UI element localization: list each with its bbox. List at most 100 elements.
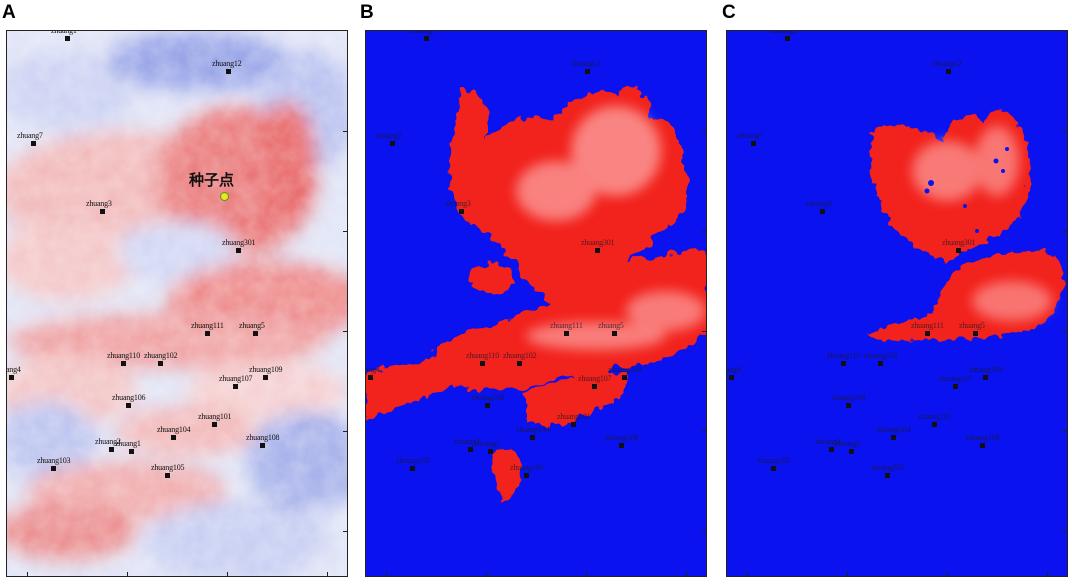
well-marker-icon	[480, 361, 485, 366]
well-label: zhuang102	[503, 351, 537, 360]
well-marker-icon	[592, 384, 597, 389]
extraction-result-b-image	[366, 31, 706, 576]
well-label: zhuang102	[144, 351, 178, 360]
well-label: zhuang111	[911, 321, 944, 330]
well-marker-icon	[129, 449, 134, 454]
well-marker-icon	[619, 443, 624, 448]
well-label: zhuang101	[198, 412, 232, 421]
well-marker-icon	[846, 403, 851, 408]
well-marker-icon	[165, 473, 170, 478]
well-marker-icon	[488, 449, 493, 454]
well-marker-icon	[885, 473, 890, 478]
well-label: zhuang110	[107, 351, 141, 360]
well-label: zhuang3	[806, 199, 832, 208]
well-label: zhuang1	[835, 439, 861, 448]
extraction-result-c-image	[727, 31, 1067, 576]
well-marker-icon	[158, 361, 163, 366]
well-label: zhuang103	[757, 456, 791, 465]
well-marker-icon	[829, 447, 834, 452]
well-marker-icon	[849, 449, 854, 454]
well-marker-icon	[980, 443, 985, 448]
well-marker-icon	[9, 375, 14, 380]
well-label: zhuang107	[939, 374, 973, 383]
well-label: zhuang110	[466, 351, 500, 360]
well-label: zhuang111	[550, 321, 583, 330]
well-label: zhuang3	[86, 199, 112, 208]
well-label: zhuang106	[112, 393, 146, 402]
well-label: zhuang12	[212, 59, 242, 68]
well-marker-icon	[51, 466, 56, 471]
well-marker-icon	[956, 248, 961, 253]
well-label: zhuang101	[918, 412, 952, 421]
seed-point-icon	[220, 192, 229, 201]
well-marker-icon	[891, 435, 896, 440]
well-marker-icon	[65, 36, 70, 41]
well-label: zhuang109	[608, 365, 642, 374]
well-label: zhuang7	[17, 131, 43, 140]
well-marker-icon	[253, 331, 258, 336]
well-marker-icon	[31, 141, 36, 146]
well-label: zhuang108	[966, 433, 1000, 442]
well-label: zhuang103	[37, 456, 71, 465]
well-label: zhuang107	[219, 374, 253, 383]
well-marker-icon	[368, 375, 373, 380]
well-label: zhuang109	[969, 365, 1003, 374]
well-label: zhuang104	[877, 425, 911, 434]
well-label: zhuang1	[410, 30, 436, 35]
well-marker-icon	[612, 331, 617, 336]
well-marker-icon	[424, 36, 429, 41]
well-label: zhuang105	[151, 463, 185, 472]
well-marker-icon	[100, 209, 105, 214]
well-label: zhuang106	[832, 393, 866, 402]
well-label: zhuang301	[581, 238, 615, 247]
well-marker-icon	[925, 331, 930, 336]
well-label: zhuang104	[516, 425, 550, 434]
well-marker-icon	[236, 248, 241, 253]
well-label: zhuang7	[737, 131, 763, 140]
well-label: zhuang3	[445, 199, 471, 208]
well-marker-icon	[459, 209, 464, 214]
well-label: zhuang111	[191, 321, 224, 330]
well-marker-icon	[841, 361, 846, 366]
well-label: zhuang103	[396, 456, 430, 465]
well-marker-icon	[485, 403, 490, 408]
well-marker-icon	[212, 422, 217, 427]
well-label: zhuang106	[471, 393, 505, 402]
well-label: zhuang7	[376, 131, 402, 140]
well-marker-icon	[932, 422, 937, 427]
well-marker-icon	[121, 361, 126, 366]
well-marker-icon	[226, 69, 231, 74]
well-marker-icon	[263, 375, 268, 380]
well-label: zhuang1	[51, 30, 77, 35]
well-label: zhuang105	[510, 463, 544, 472]
well-marker-icon	[729, 375, 734, 380]
well-marker-icon	[585, 69, 590, 74]
well-label: zhuang2	[95, 437, 121, 446]
well-marker-icon	[820, 209, 825, 214]
well-label: zhuang102	[864, 351, 898, 360]
well-label: zhuang5	[239, 321, 265, 330]
well-marker-icon	[126, 403, 131, 408]
well-label: zhuang2	[454, 437, 480, 446]
well-marker-icon	[973, 331, 978, 336]
well-label: zhuang301	[222, 238, 256, 247]
well-label: zhuang104	[157, 425, 191, 434]
well-label: zhuang5	[959, 321, 985, 330]
well-label: zhuang108	[246, 433, 280, 442]
well-label: zhuang101	[557, 412, 591, 421]
well-marker-icon	[390, 141, 395, 146]
well-label: zhuang110	[827, 351, 861, 360]
well-label: zhuang1	[771, 30, 797, 35]
attribute-map-image	[7, 31, 347, 576]
seed-point-label: 种子点	[189, 171, 235, 189]
well-marker-icon	[946, 69, 951, 74]
well-marker-icon	[468, 447, 473, 452]
well-label: zhuang1	[474, 439, 500, 448]
well-marker-icon	[983, 375, 988, 380]
panel-c-letter: C	[722, 2, 736, 23]
well-label: zhuang12	[932, 59, 962, 68]
well-marker-icon	[785, 36, 790, 41]
well-marker-icon	[524, 473, 529, 478]
well-marker-icon	[878, 361, 883, 366]
well-label: zhuang12	[571, 59, 601, 68]
